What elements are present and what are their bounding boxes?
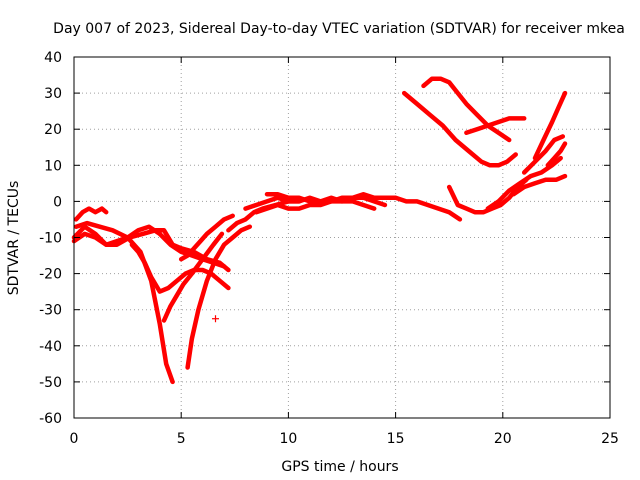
x-tick-label: 25: [601, 431, 619, 447]
outlier-point: [212, 315, 220, 323]
y-tick-label: -50: [39, 375, 62, 391]
x-axis-ticks: 0 5 10 15 20 25: [70, 57, 619, 447]
x-tick-label: 5: [177, 431, 186, 447]
y-tick-label: -30: [39, 303, 62, 319]
series-track-19: [521, 134, 566, 175]
y-tick-label: 30: [44, 86, 62, 102]
x-tick-label: 10: [279, 431, 297, 447]
y-tick-label: -40: [39, 339, 62, 355]
series-track-15: [464, 116, 527, 136]
y-tick-label: 0: [53, 194, 62, 210]
series-track-13: [401, 90, 518, 168]
grid: [74, 57, 610, 418]
y-tick-label: 40: [44, 50, 62, 66]
data-series: [71, 76, 568, 385]
series-track-17: [485, 155, 563, 211]
y-tick-label: -10: [39, 231, 62, 247]
chart-title: Day 007 of 2023, Sidereal Day-to-day VTE…: [53, 21, 625, 37]
series-track-11: [253, 199, 377, 215]
y-tick-label: 20: [44, 122, 62, 138]
series-track-12: [264, 191, 388, 208]
series-track-20: [532, 90, 568, 161]
y-tick-label: 10: [44, 158, 62, 174]
series-track-6: [161, 231, 225, 323]
series-track-18: [511, 173, 568, 197]
x-tick-label: 20: [494, 431, 512, 447]
series-track-7: [178, 213, 235, 262]
y-tick-label: -20: [39, 267, 62, 283]
x-tick-label: 0: [70, 431, 79, 447]
y-tick-label: -60: [39, 411, 62, 427]
series-track-14: [421, 76, 512, 143]
series-track-8: [185, 224, 253, 370]
series-track-21: [545, 141, 568, 168]
y-axis-label: SDTVAR / TECUs: [6, 181, 22, 296]
y-axis-ticks: -60 -50 -40 -30 -20 -10 0 10 20 30 40: [39, 50, 610, 427]
series-track-4: [73, 206, 109, 222]
series-track-2: [73, 220, 175, 385]
x-axis-label: GPS time / hours: [281, 459, 398, 475]
x-tick-label: 15: [387, 431, 405, 447]
